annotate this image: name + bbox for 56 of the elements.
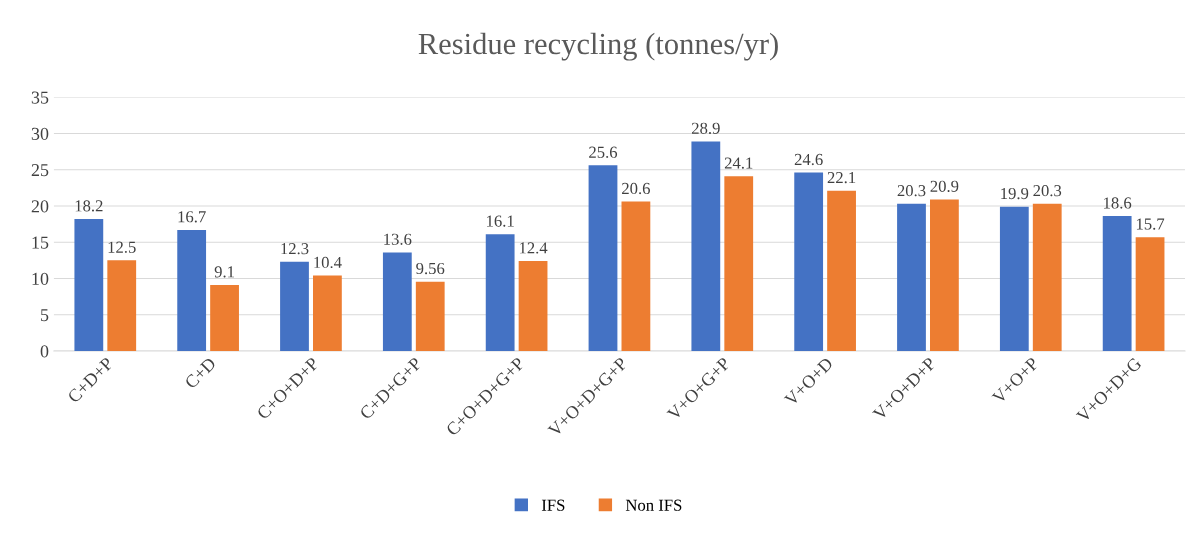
bar (518, 261, 548, 351)
data-label: 20.6 (622, 182, 650, 195)
bar (210, 285, 239, 351)
bar (415, 281, 445, 351)
bar (1135, 237, 1165, 351)
y-tick-label: 10 (32, 272, 49, 285)
y-tick-label: 35 (31, 91, 49, 104)
bar (313, 275, 342, 351)
y-tick-label: 25 (31, 164, 49, 177)
bar (1102, 216, 1132, 351)
data-label: 16.1 (487, 215, 514, 227)
y-tick-label: 0 (40, 345, 49, 358)
bar (588, 165, 618, 351)
bar (485, 234, 515, 351)
y-tick-label: 15 (32, 236, 49, 249)
data-label: 13.6 (384, 233, 412, 245)
bar (999, 206, 1029, 351)
bar (1032, 203, 1062, 351)
data-label: 20.9 (930, 180, 959, 192)
data-label: 9.1 (214, 266, 234, 278)
bar (930, 199, 959, 351)
data-label: 12.3 (281, 243, 309, 255)
y-tick-label: 30 (31, 127, 49, 140)
bar (107, 260, 137, 351)
data-label: 28.9 (691, 122, 720, 134)
data-label: 19.9 (1001, 187, 1029, 200)
legend-label: Non IFS (625, 499, 682, 511)
data-label: 12.5 (108, 241, 136, 253)
bar (897, 203, 926, 351)
bar (382, 252, 412, 351)
bar (691, 141, 721, 351)
bar (280, 261, 309, 351)
data-label: 20.3 (1033, 185, 1062, 197)
chart-title: Residue recycling (tonnes/yr) (418, 32, 778, 61)
bar (177, 229, 207, 351)
data-label: 18.6 (1104, 197, 1132, 209)
bar (74, 219, 104, 351)
data-label: 25.6 (589, 146, 618, 158)
bar (794, 172, 824, 351)
data-label: 16.7 (178, 211, 206, 223)
bar (827, 190, 856, 351)
bar (724, 176, 754, 351)
data-label: 12.4 (519, 242, 548, 254)
x-tick-label: C+D (184, 356, 217, 390)
data-label: 20.3 (897, 185, 926, 197)
data-label: 24.6 (794, 153, 823, 166)
legend-label: IFS (541, 499, 565, 511)
data-label: 10.4 (314, 256, 342, 269)
data-label: 15.7 (1136, 218, 1165, 230)
bar (621, 201, 651, 351)
data-label: 9.56 (416, 262, 445, 275)
data-label: 24.1 (724, 157, 753, 169)
data-label: 22.1 (827, 171, 856, 184)
y-tick-label: 20 (31, 200, 49, 213)
data-label: 18.2 (75, 200, 103, 212)
y-tick-label: 5 (41, 309, 49, 322)
